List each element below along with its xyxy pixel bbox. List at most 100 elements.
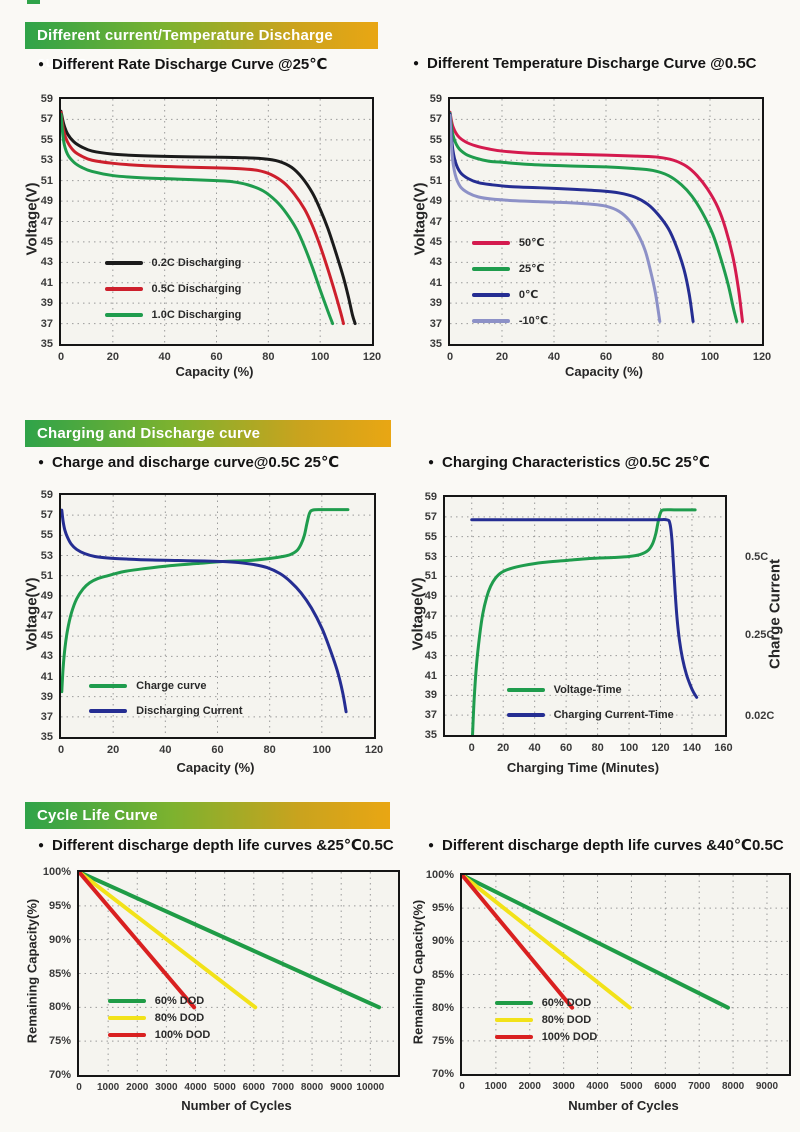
legend-swatch (506, 687, 545, 692)
y-tick-label: 35 (40, 731, 53, 743)
chart-canvas (79, 872, 398, 1075)
x-tick-label: 7000 (688, 1081, 711, 1092)
x-tick-label: 60 (211, 744, 224, 756)
chart-legend: Charge curve Discharging Current (89, 679, 243, 718)
x-tick-label: 0 (57, 744, 65, 756)
legend-swatch (89, 683, 128, 688)
legend-item: Discharging Current (89, 704, 243, 718)
y-tick-label: 100% (425, 869, 454, 881)
y-tick-label: 53 (40, 549, 53, 562)
y-tick-label: 47 (40, 215, 53, 228)
y-tick-label: 51 (429, 174, 442, 187)
x-tick-label: 0 (459, 1081, 465, 1092)
legend-label: 100% DOD (154, 1028, 211, 1041)
x-tick-label: 20 (495, 351, 509, 363)
x-tick-label: 6000 (242, 1082, 265, 1093)
x-tick-label: 3000 (552, 1081, 575, 1092)
x-tick-label: 6000 (654, 1081, 677, 1092)
chart-rate-discharge: Voltage(V) 0.2C Discharging 0.5C Discharg… (20, 88, 392, 388)
y-tick-label: 55 (40, 133, 53, 146)
x-tick-label: 80 (591, 742, 604, 754)
legend-swatch (471, 241, 510, 246)
chart-canvas (462, 875, 789, 1074)
legend-swatch (104, 260, 143, 265)
x-axis-label: Number of Cycles (181, 1098, 292, 1113)
legend-item: 0.2C Discharging (104, 256, 242, 270)
y-tick-label: 51 (40, 174, 53, 187)
y-tick-label: 41 (424, 669, 437, 682)
x-tick-label: 4000 (184, 1082, 207, 1093)
chart-legend: Voltage-Time Charging Current-Time (506, 683, 674, 722)
x-tick-label: 20 (106, 351, 119, 363)
x-tick-label: 5000 (213, 1082, 236, 1093)
x-axis-label: Number of Cycles (568, 1098, 679, 1113)
x-tick-label: 120 (752, 351, 772, 363)
legend-item: Charging Current-Time (506, 708, 674, 722)
legend-label: 0.2C Discharging (151, 256, 242, 269)
legend-label: 60% DOD (541, 997, 592, 1010)
y-tick-label: 39 (40, 297, 53, 310)
right-tick-label: 0.02C (745, 710, 775, 723)
x-tick-label: 4000 (586, 1081, 609, 1092)
legend-swatch (89, 708, 128, 713)
x-axis-label: Capacity (%) (176, 760, 255, 775)
legend-label: 100% DOD (541, 1031, 598, 1044)
legend-item: 60% DOD (107, 994, 211, 1008)
chart-charging-characteristics: Voltage(V) Voltage-Time Charging Current-… (408, 486, 800, 786)
x-tick-label: 9000 (330, 1082, 353, 1093)
x-tick-label: 8000 (300, 1082, 324, 1093)
y-tick-label: 59 (40, 93, 53, 105)
legend-swatch (471, 319, 510, 324)
x-axis-label: Capacity (%) (175, 364, 254, 379)
y-tick-label: 41 (429, 276, 442, 289)
chart-title-text: Different Rate Discharge Curve @25℃ (52, 56, 328, 73)
y-tick-label: 49 (424, 590, 437, 603)
y-tick-label: 45 (40, 235, 53, 248)
x-tick-label: 20 (107, 744, 120, 756)
legend-swatch (107, 998, 146, 1003)
x-tick-label: 0 (76, 1082, 82, 1093)
legend-item: 1.0C Discharging (104, 308, 241, 322)
legend-swatch (471, 267, 510, 272)
chart-title-text: Different discharge depth life curves &4… (442, 837, 784, 854)
legend-label: 25℃ (518, 263, 545, 276)
chart-title-text: Different Temperature Discharge Curve @0… (427, 55, 757, 72)
chart-title-text: Charging Characteristics @0.5C 25℃ (442, 454, 710, 471)
x-tick-label: 40 (547, 351, 561, 363)
legend-item: 80% DOD (107, 1011, 211, 1025)
x-tick-label: 80 (262, 351, 275, 363)
y-tick-label: 85% (431, 968, 454, 981)
y-tick-label: 43 (424, 649, 437, 662)
y-tick-label: 57 (40, 509, 53, 522)
x-tick-label: 40 (159, 744, 172, 756)
chart-canvas (450, 99, 762, 344)
x-axis-label: Capacity (%) (564, 364, 644, 379)
x-tick-label: 100 (310, 351, 330, 363)
legend-item: 100% DOD (494, 1030, 598, 1044)
y-tick-label: 49 (40, 195, 53, 208)
y-tick-label: 37 (40, 317, 53, 330)
chart-legend: 0.2C Discharging 0.5C Discharging 1.0C Dis… (104, 256, 242, 322)
legend-swatch (107, 1032, 146, 1037)
bullet-icon: ● (428, 840, 435, 851)
legend-label: 50℃ (518, 237, 545, 250)
x-tick-label: 1000 (484, 1081, 507, 1092)
x-tick-label: 120 (362, 351, 382, 363)
y-tick-label: 45 (40, 630, 53, 643)
legend-swatch (494, 1035, 533, 1040)
y-tick-label: 59 (40, 489, 53, 501)
plot-area: 50℃ 25℃ 0℃ -10℃ (448, 97, 764, 346)
plot-area: 60% DOD 80% DOD 100% DOD (77, 870, 400, 1077)
y-tick-label: 59 (429, 93, 442, 105)
page-edge-artifact (27, 0, 40, 4)
chart-legend: 60% DOD 80% DOD 100% DOD (107, 994, 211, 1042)
x-tick-label: 40 (528, 742, 541, 754)
plot-area: 0.2C Discharging 0.5C Discharging 1.0C Dis… (59, 97, 374, 346)
y-tick-label: 41 (40, 670, 53, 683)
y-tick-label: 75% (431, 1034, 454, 1047)
y-tick-label: 57 (40, 113, 53, 126)
y-tick-label: 39 (40, 690, 53, 703)
legend-item: 60% DOD (494, 996, 598, 1010)
y-tick-label: 80% (431, 1001, 454, 1014)
